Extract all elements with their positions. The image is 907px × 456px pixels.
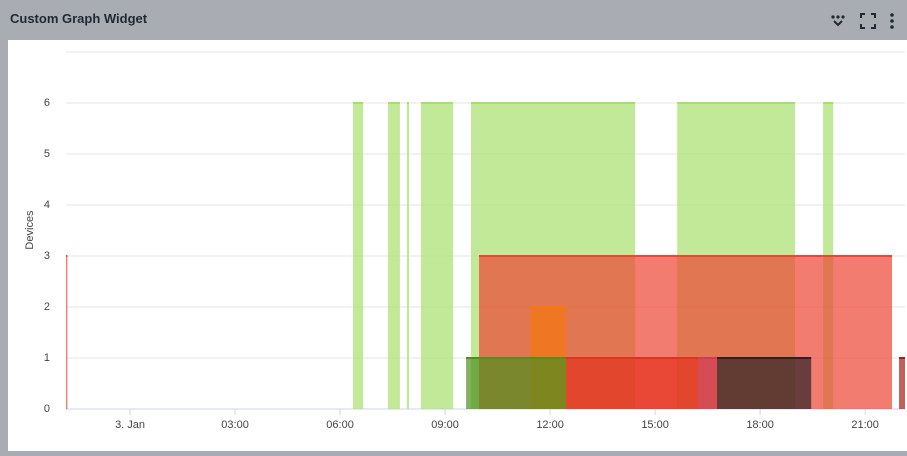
x-tick-label: 15:00 <box>641 419 669 431</box>
x-tick-label: 12:00 <box>536 419 564 431</box>
step-area-segment <box>66 256 68 409</box>
y-tick-label: 4 <box>44 199 50 211</box>
chart-panel: Devices 0 1 2 3 4 5 6 3. Jan 03:00 06:00 09:00 12:0… <box>8 40 907 451</box>
y-tick-label: 3 <box>44 250 50 262</box>
filter-icon[interactable] <box>831 15 845 27</box>
widget-header: Custom Graph Widget <box>0 0 907 40</box>
x-tick-label: 09:00 <box>431 419 459 431</box>
step-area-segment <box>388 103 400 409</box>
menu-icon[interactable] <box>890 13 894 29</box>
step-area-segment <box>466 358 567 409</box>
step-area-segment <box>420 103 454 409</box>
y-tick-label: 5 <box>44 148 50 160</box>
step-area-segment <box>406 103 410 409</box>
y-tick-label: 6 <box>44 97 50 109</box>
x-tick-label: 3. Jan <box>115 419 145 431</box>
fullscreen-icon[interactable] <box>860 13 876 29</box>
step-area-segment <box>566 358 699 409</box>
x-tick-label: 06:00 <box>326 419 354 431</box>
chart: Devices 0 1 2 3 4 5 6 3. Jan 03:00 06:00 09:00 12:0… <box>24 51 905 431</box>
step-area-segment <box>698 358 718 409</box>
x-tick-label: 18:00 <box>746 419 774 431</box>
step-area-segment <box>899 358 905 409</box>
y-tick-label: 0 <box>44 403 50 415</box>
widget-title: Custom Graph Widget <box>10 11 148 26</box>
step-area-segment <box>353 103 364 409</box>
y-axis-label: Devices <box>24 210 36 250</box>
y-tick-label: 1 <box>44 352 50 364</box>
step-area-segment <box>717 358 812 409</box>
header-icons <box>831 13 894 29</box>
x-tick-label: 03:00 <box>221 419 249 431</box>
y-tick-label: 2 <box>44 301 50 313</box>
x-tick-label: 21:00 <box>851 419 879 431</box>
